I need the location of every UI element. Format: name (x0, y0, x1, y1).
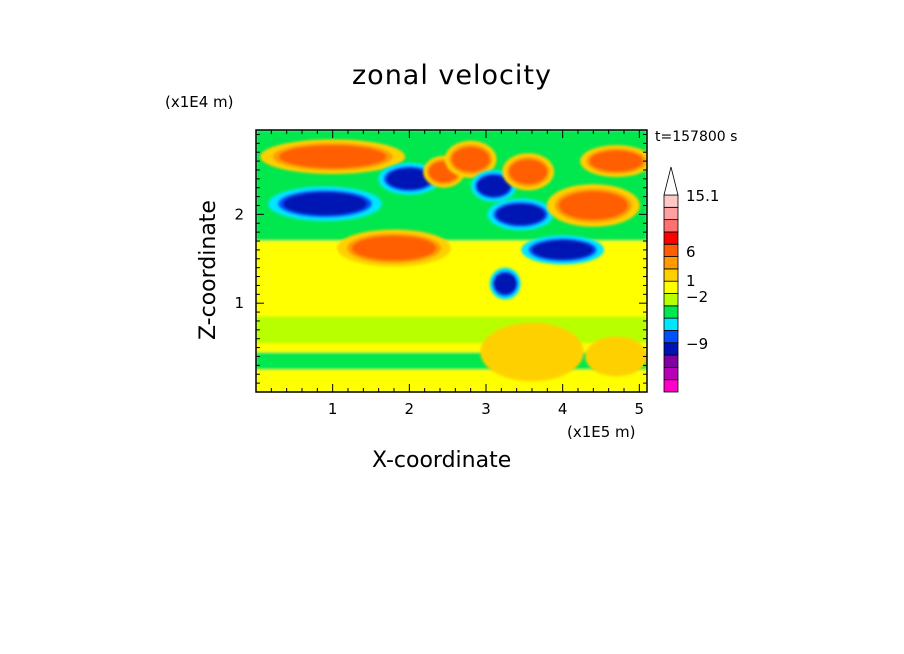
contour-core (558, 191, 628, 220)
contour-core (351, 235, 437, 261)
x-axis-label: X-coordinate (372, 448, 512, 473)
contour-feature (487, 198, 554, 231)
contour-feature (502, 153, 555, 191)
x-tick-label: 3 (481, 400, 491, 418)
contour-feature (444, 140, 497, 178)
colorbar-swatch (663, 317, 679, 331)
contour-core (451, 146, 490, 172)
chart-title: zonal velocity (352, 60, 552, 91)
y-tick-label: 1 (234, 294, 244, 312)
colorbar-swatch (663, 366, 679, 381)
colorbar-swatch (663, 342, 679, 356)
contour-core (282, 192, 368, 216)
colorbar-swatch (663, 293, 679, 307)
colorbar-swatch (663, 305, 679, 319)
colorbar-label: −2 (686, 288, 708, 306)
contour-core (532, 240, 594, 260)
colorbar-label: 6 (686, 243, 696, 261)
colorbar-swatch (663, 354, 679, 368)
colorbar-label: 15.1 (686, 187, 719, 205)
contour-core (493, 272, 517, 295)
contour-feature (546, 184, 640, 227)
time-label: t=157800 s (655, 129, 738, 145)
x-tick-label: 4 (558, 400, 568, 418)
colorbar-swatch (663, 194, 679, 208)
y-axis-unit: (x1E4 m) (165, 93, 234, 111)
x-tick-label: 2 (405, 400, 415, 418)
colorbar-swatch (663, 219, 679, 233)
contour-core (495, 203, 546, 226)
contour-core (509, 159, 548, 185)
contour-feature (337, 229, 451, 267)
contour-core (589, 150, 644, 172)
contour-feature (585, 336, 647, 377)
contour-core (386, 168, 433, 190)
contour-feature (480, 322, 584, 382)
colorbar-swatch (663, 379, 679, 393)
colorbar-swatch (663, 268, 679, 282)
colorbar-swatch (663, 243, 679, 257)
x-tick-label: 1 (328, 400, 338, 418)
contour-feature (268, 186, 382, 222)
x-tick-label: 5 (635, 400, 645, 418)
colorbar-swatch (663, 330, 679, 344)
contour-feature (521, 235, 605, 265)
y-tick-label: 2 (234, 205, 244, 223)
colorbar-swatch (663, 231, 679, 245)
contour-core (476, 175, 511, 197)
contour-feature (580, 145, 647, 178)
colorbar-label: 1 (686, 272, 696, 290)
colorbar-swatch (663, 280, 679, 294)
plot-frame (255, 129, 648, 393)
contour-feature (489, 267, 521, 300)
contour-core (493, 332, 571, 372)
colorbar-label: −9 (686, 335, 708, 353)
contour-core (593, 343, 640, 370)
colorbar-swatch (663, 206, 679, 221)
x-axis-unit: (x1E5 m) (567, 423, 636, 441)
colorbar-arrow (663, 166, 679, 196)
colorbar-swatch (663, 256, 679, 270)
field-band-lower (256, 316, 647, 344)
contour-core (279, 145, 387, 169)
contour-feature (260, 139, 406, 174)
